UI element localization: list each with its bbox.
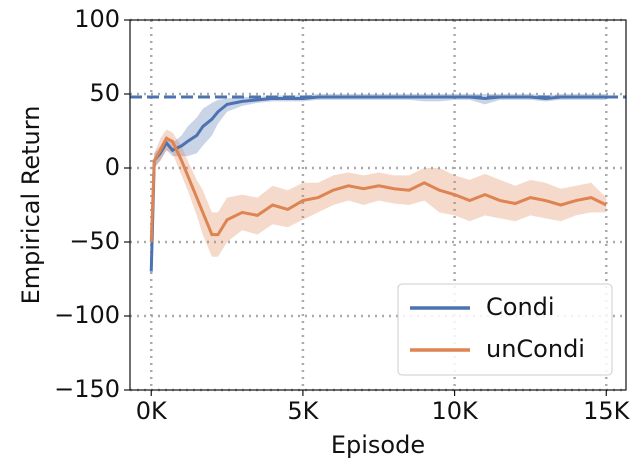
plot-frame (129, 19, 627, 391)
x-tick-label: 0K (136, 397, 168, 425)
line (149, 95, 607, 272)
y-axis-title: Empirical Return (17, 106, 45, 305)
confidence-band (151, 129, 607, 257)
line (149, 136, 607, 243)
x-tick-label: 15K (583, 397, 631, 425)
x-axis-title: Episode (331, 431, 425, 459)
y-tick-label: −50 (69, 227, 120, 255)
y-tick-label: 100 (74, 5, 120, 33)
x-tick-label: 10K (431, 397, 479, 425)
y-tick-label: −100 (54, 301, 120, 329)
y-tick-label: 0 (105, 153, 120, 181)
legend-label: unCondi (486, 335, 585, 363)
y-tick-label: 50 (89, 79, 120, 107)
legend-label: Condi (486, 293, 555, 321)
x-tick-label: 5K (287, 397, 319, 425)
y-tick-label: −150 (54, 375, 120, 403)
